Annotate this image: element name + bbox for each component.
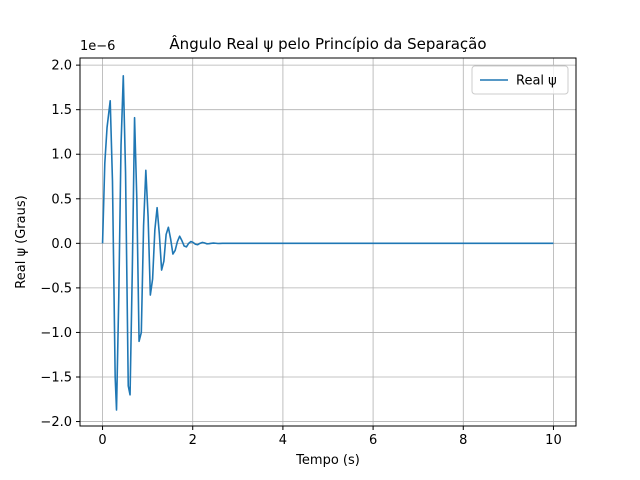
y-tick-label: −1.5 — [40, 370, 72, 385]
y-axis-label: Real ψ (Graus) — [14, 195, 29, 288]
y-offset-label: 1e−6 — [80, 39, 115, 54]
plot-frame — [79, 57, 577, 427]
x-tick-label: 2 — [189, 433, 197, 448]
legend: Real ψ — [471, 65, 569, 95]
x-tick-label: 4 — [279, 433, 287, 448]
y-tick-label: −2.0 — [40, 415, 72, 430]
x-tick-label: 0 — [98, 433, 106, 448]
chart-title: Ângulo Real ψ pelo Princípio da Separaçã… — [169, 34, 486, 53]
series-layer — [101, 75, 554, 411]
y-tick-label: 0.5 — [51, 192, 72, 207]
y-tick-label: −1.0 — [40, 326, 72, 341]
legend-box — [471, 65, 569, 95]
legend-label: Real ψ — [516, 74, 557, 89]
ticks-layer: 0 2 4 6 8 10 −2.0 −1.5 −1.0 −0.5 0.0 0.5 1.0 1.5 2.0 — [40, 59, 561, 448]
x-tick-label: 8 — [459, 433, 467, 448]
y-tick-label: 1.0 — [51, 148, 72, 163]
y-tick-label: 1.5 — [51, 103, 72, 118]
y-tick-label: 2.0 — [51, 59, 72, 74]
x-tick-label: 10 — [545, 433, 562, 448]
y-tick-label: 0.0 — [51, 237, 72, 252]
x-tick-label: 6 — [369, 433, 377, 448]
series-line — [101, 75, 554, 411]
x-axis-label: Tempo (s) — [295, 453, 360, 468]
y-tick-label: −0.5 — [40, 281, 72, 296]
